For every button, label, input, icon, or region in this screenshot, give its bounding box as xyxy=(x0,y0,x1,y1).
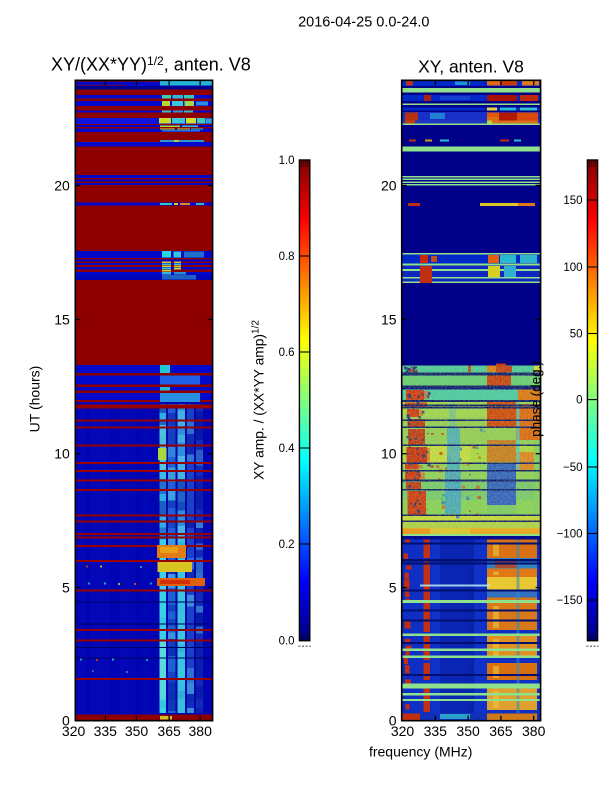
svg-text:5: 5 xyxy=(62,580,70,596)
svg-text:350: 350 xyxy=(456,723,480,739)
svg-text:XY amp. / (XX*YY amp)1/2: XY amp. / (XX*YY amp)1/2 xyxy=(250,320,266,480)
svg-text:XY, anten. V8: XY, anten. V8 xyxy=(418,57,524,77)
svg-text:0.8: 0.8 xyxy=(279,251,295,263)
svg-text:50: 50 xyxy=(570,329,583,341)
svg-text:0: 0 xyxy=(389,713,397,729)
svg-text:335: 335 xyxy=(424,723,448,739)
svg-text:0.4: 0.4 xyxy=(279,443,296,455)
svg-text:335: 335 xyxy=(94,723,118,739)
svg-text:100: 100 xyxy=(563,262,582,274)
svg-text:0.6: 0.6 xyxy=(279,347,295,359)
svg-text:0: 0 xyxy=(62,713,70,729)
svg-text:350: 350 xyxy=(125,723,149,739)
svg-text:0: 0 xyxy=(576,395,582,407)
svg-text:150: 150 xyxy=(563,195,582,207)
svg-text:380: 380 xyxy=(522,723,546,739)
svg-text:frequency (MHz): frequency (MHz) xyxy=(369,744,472,760)
svg-text:−150: −150 xyxy=(557,595,583,607)
svg-text:0.0: 0.0 xyxy=(279,636,295,648)
svg-text:−100: −100 xyxy=(557,529,583,541)
svg-text:20: 20 xyxy=(54,177,70,193)
svg-text:5: 5 xyxy=(389,580,397,596)
svg-text:1.0: 1.0 xyxy=(279,155,295,167)
svg-text:320: 320 xyxy=(391,723,415,739)
svg-text:20: 20 xyxy=(381,177,397,193)
svg-text:2016-04-25 0.0-24.0: 2016-04-25 0.0-24.0 xyxy=(298,14,429,30)
svg-text:15: 15 xyxy=(381,312,397,328)
svg-text:320: 320 xyxy=(62,723,86,739)
svg-text:380: 380 xyxy=(189,723,213,739)
svg-text:10: 10 xyxy=(54,446,70,462)
svg-text:UT (hours): UT (hours) xyxy=(27,366,43,433)
svg-text:−50: −50 xyxy=(563,462,583,474)
svg-text:365: 365 xyxy=(489,723,513,739)
svg-text:XY/(XX*YY)1/2, anten. V8: XY/(XX*YY)1/2, anten. V8 xyxy=(51,54,251,75)
svg-text:phase (deg.): phase (deg.) xyxy=(528,361,543,437)
svg-text:10: 10 xyxy=(381,446,397,462)
svg-text:365: 365 xyxy=(157,723,181,739)
svg-text:15: 15 xyxy=(54,312,70,328)
svg-text:0.2: 0.2 xyxy=(279,539,295,551)
